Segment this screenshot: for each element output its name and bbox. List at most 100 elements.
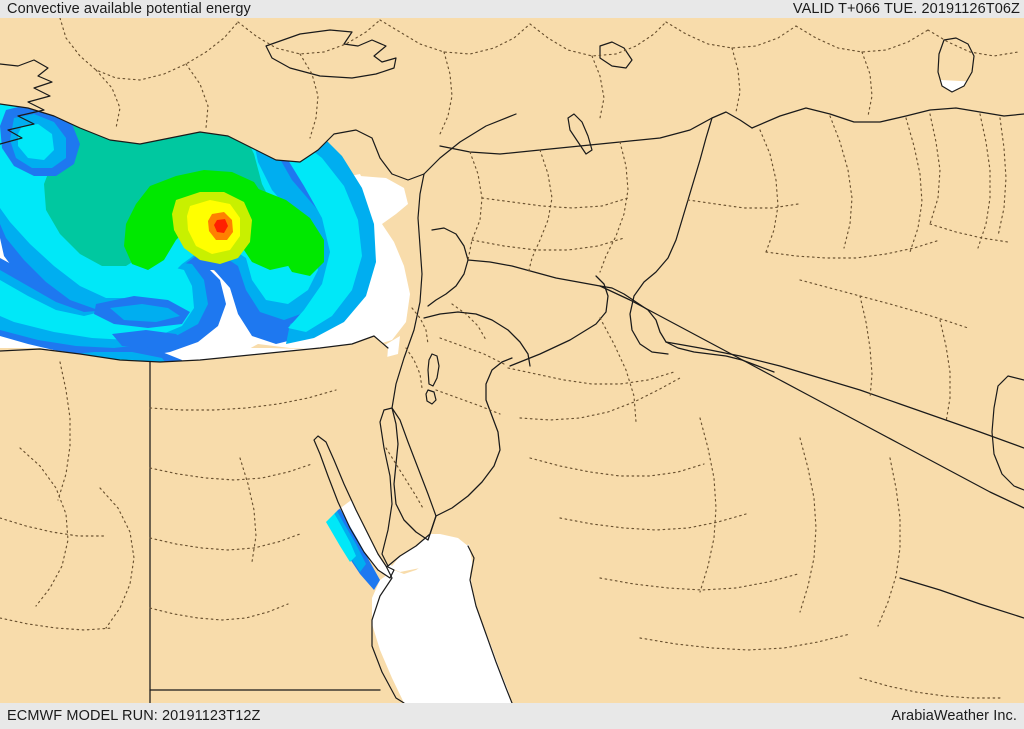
- border-syria-iraq: [629, 117, 713, 355]
- border-saudi-iraq-neutral: [665, 341, 1024, 449]
- lake-tuz-outline: [567, 113, 593, 155]
- border-turkey-syria: [439, 111, 753, 155]
- admin-saudi-8: [799, 437, 817, 613]
- border-saudi-southeast: [899, 577, 1024, 619]
- egypt-coast: [0, 335, 389, 363]
- border-syria-jordan: [467, 259, 601, 287]
- levant-coast: [391, 173, 425, 409]
- cape-band-1500-peak: [214, 219, 228, 233]
- sinai-peninsula: [380, 408, 436, 566]
- admin-iran-3: [929, 223, 1009, 243]
- admin-turkey-6: [795, 25, 929, 53]
- admin-jordan-1: [439, 337, 505, 365]
- admin-egypt-4: [149, 603, 289, 621]
- cape-streak-b: [110, 304, 180, 322]
- admin-turkey-7: [927, 29, 1019, 57]
- admin-saudi-1: [507, 367, 675, 385]
- admin-iraq-8: [939, 319, 951, 423]
- admin-turkey-10: [299, 53, 319, 139]
- model-run-label: ECMWF MODEL RUN: 20191123T12Z: [7, 708, 261, 724]
- admin-borders: [0, 18, 1019, 699]
- admin-turkey-2: [237, 19, 381, 55]
- border-iraq-jordan-diagonal: [599, 285, 1024, 509]
- admin-saudi-2: [519, 377, 681, 421]
- dead-sea-south-outline: [425, 389, 437, 405]
- admin-egypt-9: [0, 617, 113, 631]
- admin-iraq-6: [799, 279, 969, 329]
- admin-jordan-3: [451, 303, 487, 341]
- admin-syria-6: [687, 199, 799, 209]
- lake-urmia-outline: [937, 37, 975, 93]
- admin-saudi-3: [529, 457, 705, 477]
- admin-egypt-3: [149, 533, 301, 551]
- admin-saudi-9: [877, 457, 901, 627]
- admin-saudi-4: [559, 513, 747, 531]
- admin-turkey-9: [185, 63, 209, 129]
- cyprus-coast: [265, 29, 397, 79]
- admin-iraq-3: [905, 117, 923, 253]
- border-lebanon-syria: [427, 227, 469, 307]
- admin-turkey-3: [379, 19, 531, 55]
- admin-iraq-5: [765, 239, 941, 259]
- admin-turkey-1: [59, 18, 239, 81]
- admin-israel-1: [411, 307, 429, 345]
- map-viewport[interactable]: [0, 18, 1024, 703]
- provider-label: ArabiaWeather Inc.: [891, 708, 1017, 724]
- admin-turkey-14: [861, 51, 873, 117]
- cape-band-300-east-lobe: [252, 188, 324, 276]
- lake-van-outline: [599, 41, 633, 69]
- admin-syria-1: [467, 151, 483, 261]
- admin-iran-2: [997, 117, 1007, 237]
- red-sea: [372, 544, 512, 703]
- turkey-landmass: [0, 18, 1024, 180]
- admin-egypt-6: [19, 447, 69, 607]
- cape-band-100-ne-arc: [288, 138, 362, 332]
- admin-syria-4: [481, 197, 629, 209]
- admin-turkey-12: [591, 55, 605, 119]
- admin-turkey-8: [95, 69, 121, 129]
- aegean-coast-detail: [0, 59, 53, 145]
- cape-pocket-rhodes-100: [18, 124, 54, 160]
- international-borders: [149, 107, 1024, 703]
- admin-saudi-7: [699, 417, 717, 593]
- land-mask-layer: [0, 18, 1024, 703]
- admin-egypt-7: [99, 487, 135, 629]
- admin-turkey-4: [529, 21, 667, 57]
- valid-time-label: VALID T+066 TUE. 20191126T06Z: [792, 1, 1020, 17]
- border-jordan-west: [423, 311, 531, 367]
- egypt-libya-landmass: [0, 336, 400, 703]
- admin-sinai-1: [385, 447, 425, 511]
- admin-syria-5: [471, 237, 625, 251]
- admin-egypt-1: [149, 389, 337, 411]
- footer-bar: ECMWF MODEL RUN: 20191123T12Z ArabiaWeat…: [0, 703, 1024, 729]
- admin-turkey-13: [731, 47, 741, 113]
- arabia-west-coast: [470, 488, 1024, 703]
- admin-iraq-4: [977, 113, 991, 249]
- admin-saudi-10: [599, 317, 637, 423]
- admin-turkey-11: [439, 51, 453, 135]
- map-canvas[interactable]: [0, 18, 1024, 703]
- sinai-coast: [379, 407, 437, 567]
- admin-saudi-6: [639, 633, 851, 651]
- dead-sea-outline: [427, 353, 440, 387]
- admin-jordan-2: [435, 389, 501, 415]
- header-bar: Convective available potential energy VA…: [0, 0, 1024, 18]
- persian-gulf-coast: [991, 375, 1024, 491]
- admin-iraq-7: [859, 295, 873, 399]
- admin-turkey-5: [665, 21, 797, 49]
- border-israel-egypt: [391, 407, 437, 541]
- gulf-of-suez-coast: [313, 435, 395, 579]
- admin-iraq-1: [759, 129, 779, 253]
- admin-iraq-2: [829, 115, 853, 249]
- turkey-south-coast: [0, 103, 517, 181]
- admin-egypt-8: [0, 517, 105, 537]
- admin-egypt-2: [149, 463, 313, 481]
- admin-israel-2: [405, 347, 423, 389]
- border-turkey-iraq-iran: [751, 107, 1024, 129]
- map-title: Convective available potential energy: [7, 1, 251, 17]
- red-sea-west-coast: [371, 565, 405, 703]
- coastline-layer: [0, 29, 1024, 703]
- admin-iran-1: [929, 113, 941, 225]
- cape-streak-c: [112, 330, 186, 348]
